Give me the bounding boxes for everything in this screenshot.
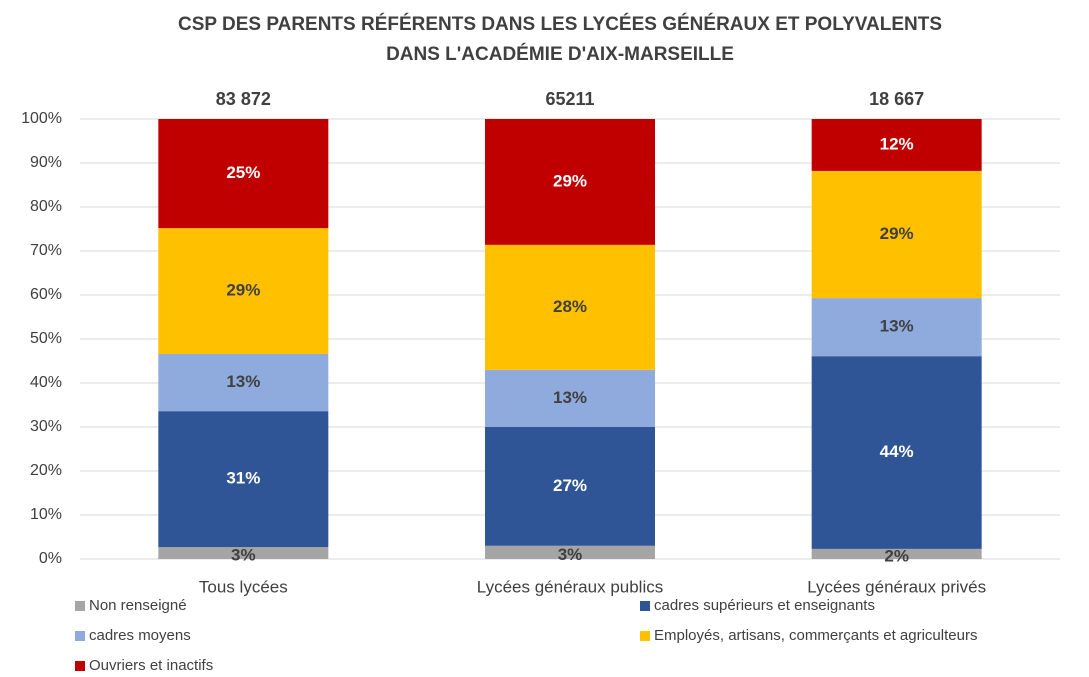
data-label: 29%	[880, 224, 914, 243]
x-tick-label: Lycées généraux publics	[477, 577, 664, 596]
data-label: 31%	[226, 469, 260, 488]
bar-segment	[811, 298, 982, 357]
legend-label: cadres supérieurs et enseignants	[654, 597, 875, 614]
data-label: 2%	[884, 546, 909, 565]
legend-swatch	[75, 661, 85, 671]
bar-segment	[158, 353, 329, 412]
y-tick-label: 60%	[30, 286, 62, 303]
data-label: 13%	[880, 317, 914, 336]
data-label: 28%	[553, 297, 587, 316]
bar-segment	[811, 170, 982, 299]
bar-segment	[158, 228, 329, 354]
legend-swatch	[640, 601, 650, 611]
data-label: 12%	[880, 134, 914, 153]
bar-segment	[158, 119, 329, 229]
legend-swatch	[75, 601, 85, 611]
x-tick-label: Lycées généraux privés	[807, 577, 986, 596]
bar-segment	[811, 548, 982, 559]
data-label: 27%	[553, 476, 587, 495]
x-tick-label: Tous lycées	[199, 577, 288, 596]
data-label: 44%	[880, 442, 914, 461]
bar-segment	[485, 369, 655, 427]
legend-label: Non renseigné	[89, 597, 187, 614]
legend-label: cadres moyens	[89, 627, 191, 644]
y-tick-label: 80%	[30, 198, 62, 215]
bar-segment	[485, 545, 655, 559]
legend-swatch	[640, 631, 650, 641]
y-tick-label: 100%	[21, 110, 62, 127]
data-label: 29%	[553, 171, 587, 190]
data-label: 29%	[226, 281, 260, 300]
bar-segment	[485, 244, 655, 370]
data-label: 3%	[558, 545, 583, 564]
legend-label: Ouvriers et inactifs	[89, 657, 213, 674]
data-label: 13%	[226, 372, 260, 391]
legend-label: Employés, artisans, commerçants et agric…	[654, 627, 977, 644]
bar-segment	[811, 119, 982, 171]
bar-total: 83 872	[216, 89, 271, 109]
bar-segment	[485, 427, 655, 546]
y-tick-label: 0%	[39, 550, 62, 567]
y-tick-label: 70%	[30, 242, 62, 259]
data-label: 25%	[226, 163, 260, 182]
bar-total: 18 667	[869, 89, 924, 109]
chart-title: DANS L'ACADÉMIE D'AIX-MARSEILLE	[386, 43, 734, 65]
chart-title: CSP DES PARENTS RÉFÉRENTS DANS LES LYCÉE…	[178, 13, 942, 35]
bar-segment	[158, 547, 329, 559]
data-label: 3%	[231, 546, 256, 565]
legend-swatch	[75, 631, 85, 641]
bar-segment	[485, 119, 655, 245]
bar-total: 65211	[545, 89, 594, 109]
data-label: 13%	[553, 388, 587, 407]
y-tick-label: 90%	[30, 154, 62, 171]
y-tick-label: 20%	[30, 462, 62, 479]
y-tick-label: 30%	[30, 418, 62, 435]
y-tick-label: 50%	[30, 330, 62, 347]
bar-segment	[158, 411, 329, 548]
y-tick-label: 40%	[30, 374, 62, 391]
y-tick-label: 10%	[30, 506, 62, 523]
bar-segment	[811, 356, 982, 549]
